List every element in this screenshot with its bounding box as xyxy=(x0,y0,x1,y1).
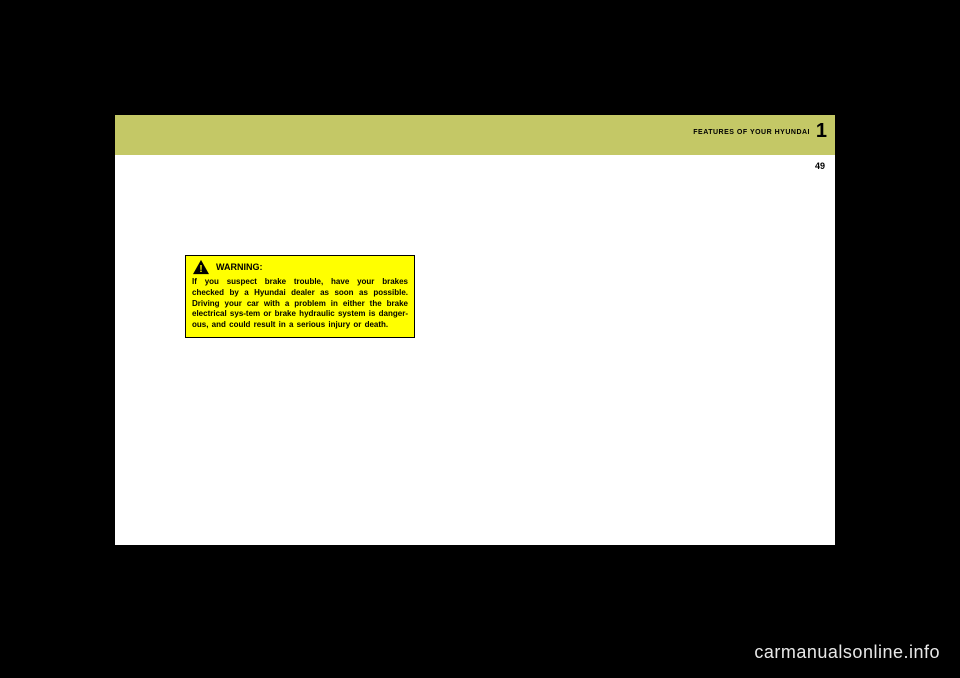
warning-title: WARNING: xyxy=(216,262,263,272)
watermark: carmanualsonline.info xyxy=(754,642,940,663)
warning-box: ! WARNING: If you suspect brake trouble,… xyxy=(185,255,415,338)
page-container: FEATURES OF YOUR HYUNDAI 1 49 ! WARNING:… xyxy=(115,115,835,545)
header-band: FEATURES OF YOUR HYUNDAI 1 xyxy=(115,115,835,155)
page-number: 49 xyxy=(815,161,825,171)
warning-header: ! WARNING: xyxy=(192,259,408,275)
warning-triangle-icon: ! xyxy=(192,259,210,275)
warning-body: If you suspect brake trouble, have your … xyxy=(192,277,408,331)
section-number: 1 xyxy=(816,120,827,143)
svg-text:!: ! xyxy=(199,264,202,275)
section-title: FEATURES OF YOUR HYUNDAI xyxy=(693,129,810,136)
